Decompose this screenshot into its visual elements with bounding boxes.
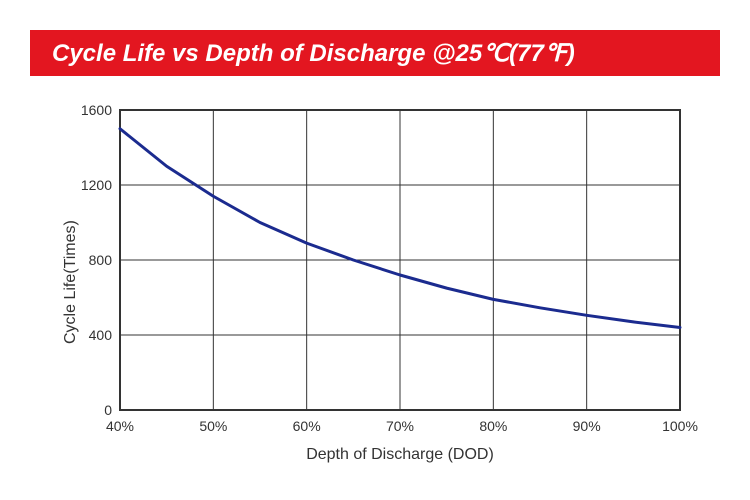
x-tick-label: 70% xyxy=(380,418,420,434)
x-tick-label: 90% xyxy=(567,418,607,434)
x-axis-label: Depth of Discharge (DOD) xyxy=(290,446,510,464)
y-axis-label: Cycle Life(Times) xyxy=(62,220,80,344)
x-tick-label: 60% xyxy=(287,418,327,434)
y-tick-label: 1600 xyxy=(81,102,112,118)
x-tick-label: 40% xyxy=(100,418,140,434)
y-tick-label: 800 xyxy=(89,252,112,268)
chart-title-bar: Cycle Life vs Depth of Discharge @25℃(77… xyxy=(30,30,720,76)
y-tick-label: 1200 xyxy=(81,177,112,193)
chart-title-text: Cycle Life vs Depth of Discharge @25℃(77… xyxy=(52,39,575,68)
x-tick-label: 100% xyxy=(660,418,700,434)
x-tick-label: 50% xyxy=(193,418,233,434)
y-tick-label: 400 xyxy=(89,327,112,343)
x-tick-label: 80% xyxy=(473,418,513,434)
chart-container: 0 400 800 1200 1600 40% 50% 60% 70% 80% 90% 100% C… xyxy=(50,100,710,480)
page: Cycle Life vs Depth of Discharge @25℃(77… xyxy=(0,0,750,500)
y-tick-label: 0 xyxy=(104,402,112,418)
